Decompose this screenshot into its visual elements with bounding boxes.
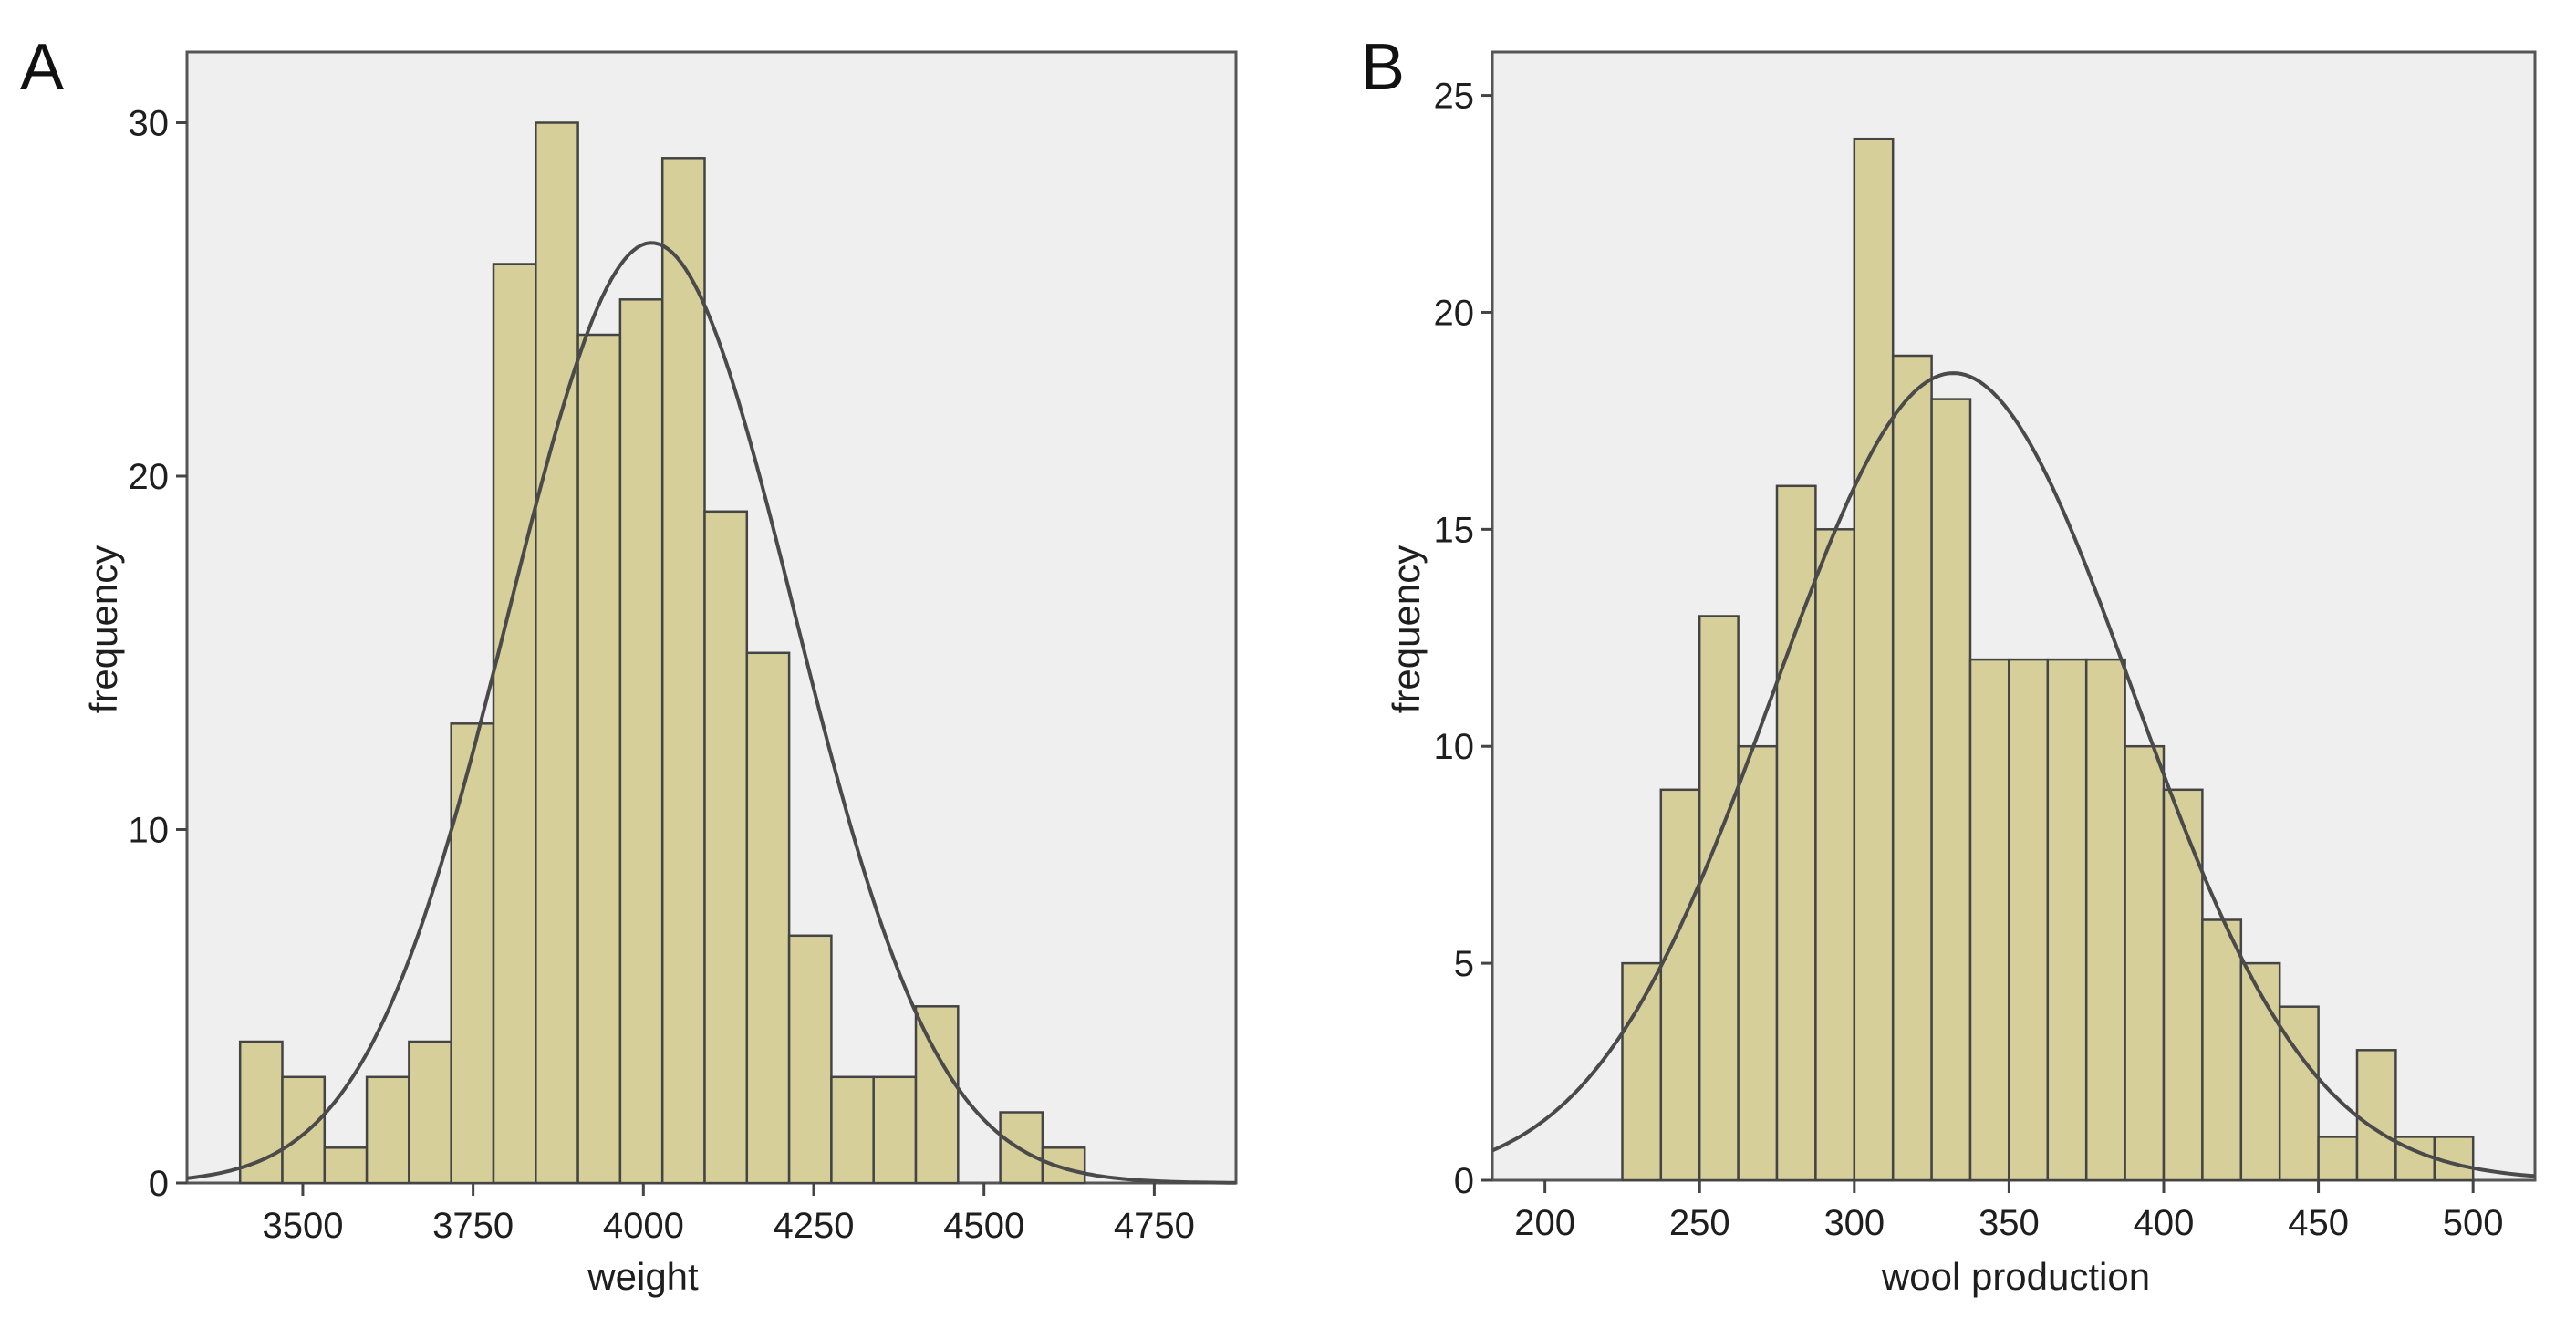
bar-a-13 (787, 934, 833, 1185)
ticks-b: 200 250 300 350 400 450 500 0 5 10 15 20 25 (1434, 77, 2504, 1243)
x-tick-label-b-300: 300 (1823, 1203, 1885, 1243)
bar-a-10 (660, 157, 706, 1185)
y-tick-label-b-0: 0 (1454, 1161, 1474, 1201)
y-tick-label-b-25: 25 (1434, 77, 1475, 117)
y-tick-label-b-5: 5 (1454, 944, 1474, 984)
bar-b-10 (2008, 658, 2050, 1182)
bar-b-6 (1853, 137, 1895, 1182)
normal-curve-b (1491, 371, 2536, 1178)
normal-curve-a (186, 241, 1237, 1185)
bar-b-2 (1698, 615, 1740, 1182)
x-tick-label-a-3500: 3500 (262, 1206, 343, 1246)
bar-a-7 (535, 121, 579, 1185)
x-tick-label-b-350: 350 (1979, 1203, 2040, 1243)
bars-a (238, 121, 1086, 1185)
x-axis-title-b: wool production (1881, 1255, 2150, 1298)
x-tick-label-b-250: 250 (1669, 1203, 1730, 1243)
x-tick-label-b-450: 450 (2288, 1203, 2349, 1243)
panel-b: B 200 250 300 350 400 450 500 0 5 10 15 20 25 wool p… (1361, 31, 2537, 1298)
bar-a-14 (830, 1075, 875, 1185)
x-tick-label-a-3750: 3750 (432, 1206, 514, 1246)
panel-a: A 3500 3750 4000 4250 4500 4750 0 10 20 30 weight… (20, 31, 1238, 1298)
y-tick-label-b-15: 15 (1434, 510, 1475, 550)
x-tick-label-b-400: 400 (2134, 1203, 2195, 1243)
x-tick-label-b-500: 500 (2443, 1203, 2504, 1243)
ticks-a: 3500 3750 4000 4250 4500 4750 0 10 20 30 (129, 104, 1195, 1247)
bar-a-8 (576, 333, 622, 1185)
bar-b-8 (1930, 398, 1972, 1182)
y-tick-label-a-10: 10 (129, 811, 170, 851)
bar-a-3 (365, 1075, 410, 1185)
y-tick-label-a-0: 0 (149, 1164, 169, 1204)
bar-b-18 (2317, 1136, 2359, 1182)
y-axis-title-a: frequency (82, 545, 125, 713)
bar-b-19 (2355, 1049, 2397, 1182)
bar-a-6 (492, 263, 537, 1185)
x-tick-label-b-200: 200 (1514, 1203, 1575, 1243)
bar-b-9 (1968, 658, 2010, 1182)
x-tick-label-a-4750: 4750 (1114, 1206, 1195, 1246)
x-axis-title-a: weight (587, 1255, 699, 1298)
y-tick-label-b-10: 10 (1434, 727, 1475, 767)
x-tick-label-a-4500: 4500 (943, 1206, 1024, 1246)
bar-a-11 (703, 510, 749, 1185)
bar-a-12 (745, 651, 791, 1185)
y-axis-title-b: frequency (1385, 545, 1428, 713)
panel-letter-b: B (1361, 31, 1405, 104)
bar-b-14 (2162, 788, 2204, 1182)
y-tick-label-a-20: 20 (129, 457, 170, 497)
bar-b-12 (2084, 658, 2126, 1182)
bar-a-16 (914, 1005, 960, 1185)
bar-b-7 (1891, 354, 1933, 1182)
bar-b-0 (1621, 961, 1663, 1182)
bar-b-4 (1775, 484, 1817, 1182)
bar-a-15 (872, 1075, 918, 1185)
bar-a-2 (323, 1146, 369, 1185)
x-tick-label-a-4000: 4000 (603, 1206, 684, 1246)
bar-b-11 (2046, 658, 2088, 1182)
bar-a-1 (281, 1075, 327, 1185)
panel-letter-a: A (20, 31, 64, 104)
x-tick-label-a-4250: 4250 (774, 1206, 855, 1246)
bar-b-1 (1659, 788, 1701, 1182)
bar-b-5 (1814, 528, 1856, 1182)
bar-b-13 (2124, 744, 2166, 1182)
bar-b-15 (2201, 918, 2243, 1182)
bar-a-5 (450, 722, 495, 1185)
bar-a-19 (1041, 1146, 1086, 1185)
bars-b (1621, 137, 2475, 1182)
bar-a-9 (618, 298, 664, 1185)
bar-a-4 (408, 1040, 452, 1185)
bar-b-3 (1737, 744, 1779, 1182)
y-tick-label-a-30: 30 (129, 104, 170, 144)
y-tick-label-b-20: 20 (1434, 293, 1475, 333)
